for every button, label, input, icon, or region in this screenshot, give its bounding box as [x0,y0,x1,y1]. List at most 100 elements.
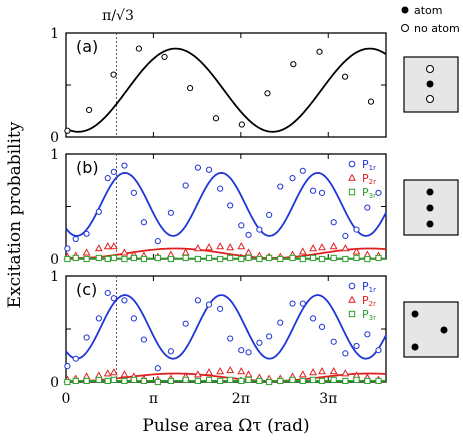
data-point [109,242,118,250]
data-point [103,242,112,250]
data-point [194,297,201,304]
legend-label: P3r [362,308,376,322]
data-point [167,209,175,216]
data-point [330,254,337,262]
data-point [299,255,306,263]
data-point [167,348,175,355]
data-point [238,121,245,128]
data-point [83,255,90,263]
data-point [72,254,79,262]
data-point [330,338,337,345]
data-point [342,377,349,385]
data-point [289,175,296,182]
data-point [104,175,111,182]
data-point [205,368,213,376]
data-point [64,127,71,134]
data-point [309,187,317,194]
data-point [154,254,161,262]
data-point [299,377,306,385]
data-point [238,347,245,354]
panel-label: (c) [76,280,97,299]
data-point [353,376,360,383]
x-tick-label: 0 [62,391,71,407]
inset-c-atom-bottom-left [411,343,419,351]
data-point [140,377,148,385]
inset-a [403,56,459,113]
data-point [154,238,161,245]
data-point [289,254,296,262]
data-point [309,315,317,322]
data-point [245,376,252,383]
data-point [238,377,245,385]
data-point [182,254,189,262]
data-point [167,255,175,263]
data-point [83,334,90,341]
data-point [64,363,71,370]
data-point [266,378,273,386]
panel-label: (b) [76,158,99,177]
fit-curve-P2r [65,247,387,259]
data-point [95,376,102,383]
data-point [205,301,213,308]
data-point [226,366,235,374]
inset-a-empty-site-bottom [426,95,434,103]
data-point [277,319,284,326]
data-point [95,208,102,215]
data-point [277,255,284,263]
data-point [130,254,137,262]
data-point [121,162,128,169]
data-point [364,204,371,211]
data-point [375,347,382,354]
data-point [245,231,252,238]
data-point [341,73,349,80]
data-point [130,376,137,383]
legend-marker [348,295,356,303]
data-point [341,244,350,252]
inset-c-atom-top-left [411,310,419,318]
data-point [182,182,189,189]
inset-c-atom-right [440,326,448,334]
data-point [318,323,326,330]
data-point [237,242,246,250]
data-point [109,368,118,376]
data-point [330,219,337,226]
data-point [64,378,71,386]
data-point [104,377,111,385]
data-point [121,377,128,385]
data-point [375,189,382,196]
data-point [329,242,338,250]
data-point [110,254,117,262]
data-point [256,377,263,385]
data-point [352,247,361,255]
legend-label: P1r [362,280,376,294]
key-atom-marker [401,6,409,14]
data-point [375,254,382,262]
data-point [120,248,129,256]
data-point [318,377,326,385]
data-point [194,255,201,263]
legend-marker [348,188,356,196]
data-point [181,248,190,256]
data-point [72,355,79,362]
y-tick-label: 0 [50,375,59,391]
fit-curve-P1r [65,171,387,237]
data-point [244,370,253,378]
data-point [110,168,117,175]
data-point [110,376,117,383]
data-point [309,368,318,376]
data-point [256,255,263,263]
data-point [140,219,148,226]
data-point [364,331,371,338]
data-point [364,255,371,263]
fit-curve-main [65,47,387,133]
data-point [318,255,326,263]
panel-0: 0 1 (a) [50,26,387,146]
data-point [353,342,360,350]
data-point [316,48,323,55]
data-point [227,335,234,342]
x-tick-label: 2π [232,391,250,407]
data-point [256,339,263,346]
data-point [110,71,117,78]
